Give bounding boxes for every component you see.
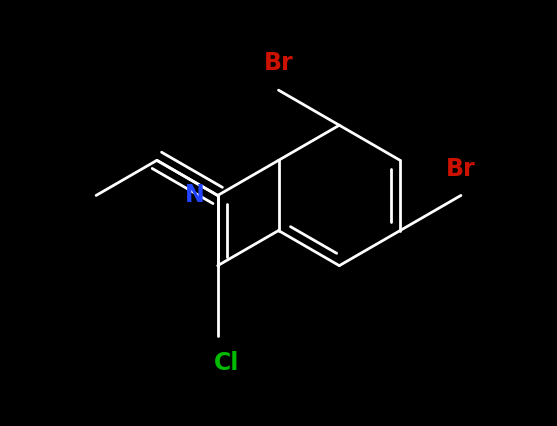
Text: Br: Br [446, 156, 476, 181]
Text: N: N [185, 184, 205, 207]
Text: Cl: Cl [213, 351, 239, 375]
Text: Br: Br [263, 51, 294, 75]
